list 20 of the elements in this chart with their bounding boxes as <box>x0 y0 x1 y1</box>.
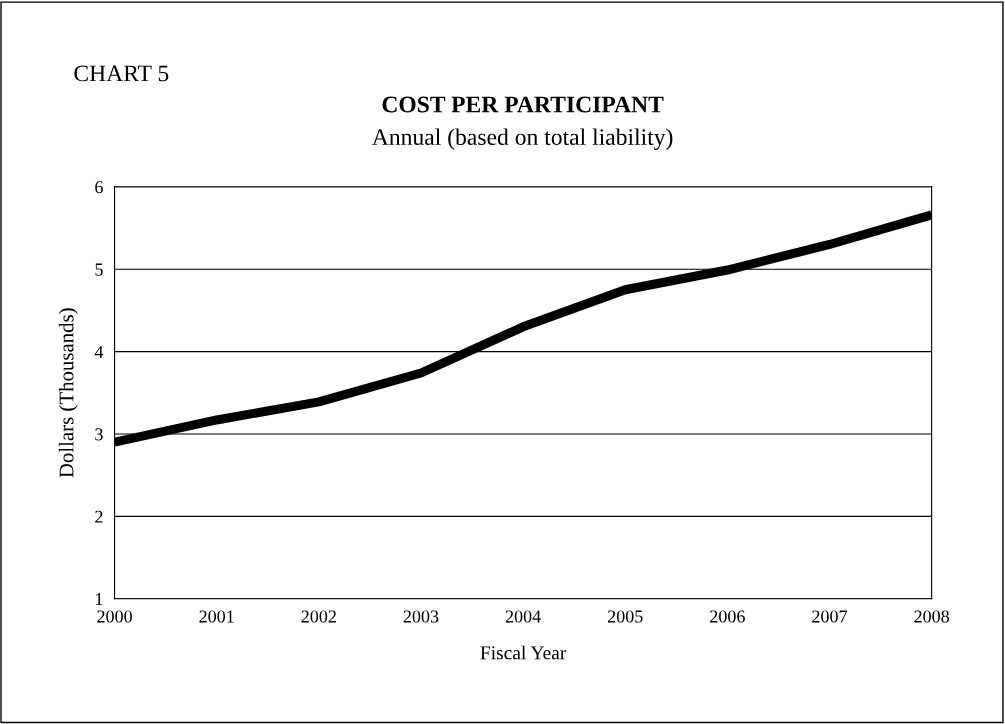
caption: CHART 5 <box>74 65 169 82</box>
x-tick-label: 2007 <box>812 610 848 623</box>
x-tick-label: 2008 <box>914 610 949 623</box>
y-tick-label: 6 <box>95 181 103 194</box>
y-tick-label: 1 <box>96 593 103 606</box>
y-tick-label: 4 <box>94 345 104 358</box>
x-tick-label: 2000 <box>97 610 132 623</box>
x-tick-label: 2003 <box>403 610 439 623</box>
x-tick-label: 2005 <box>607 610 643 623</box>
x-tick-label: 2006 <box>710 610 745 623</box>
y-tick-label: 2 <box>95 510 103 523</box>
y-tick-label: 5 <box>95 263 103 276</box>
x-tick-label: 2001 <box>199 610 234 623</box>
y-tick-label: 3 <box>95 428 103 441</box>
y-axis-title: Dollars (Thousands) <box>58 308 78 478</box>
x-axis-title: Fiscal Year <box>480 645 567 660</box>
chart-title: COST PER PARTICIPANT <box>382 96 664 113</box>
chart-subtitle: Annual (based on total liability) <box>372 128 673 150</box>
x-tick-label: 2002 <box>301 610 336 623</box>
x-tick-label: 2004 <box>505 610 541 623</box>
